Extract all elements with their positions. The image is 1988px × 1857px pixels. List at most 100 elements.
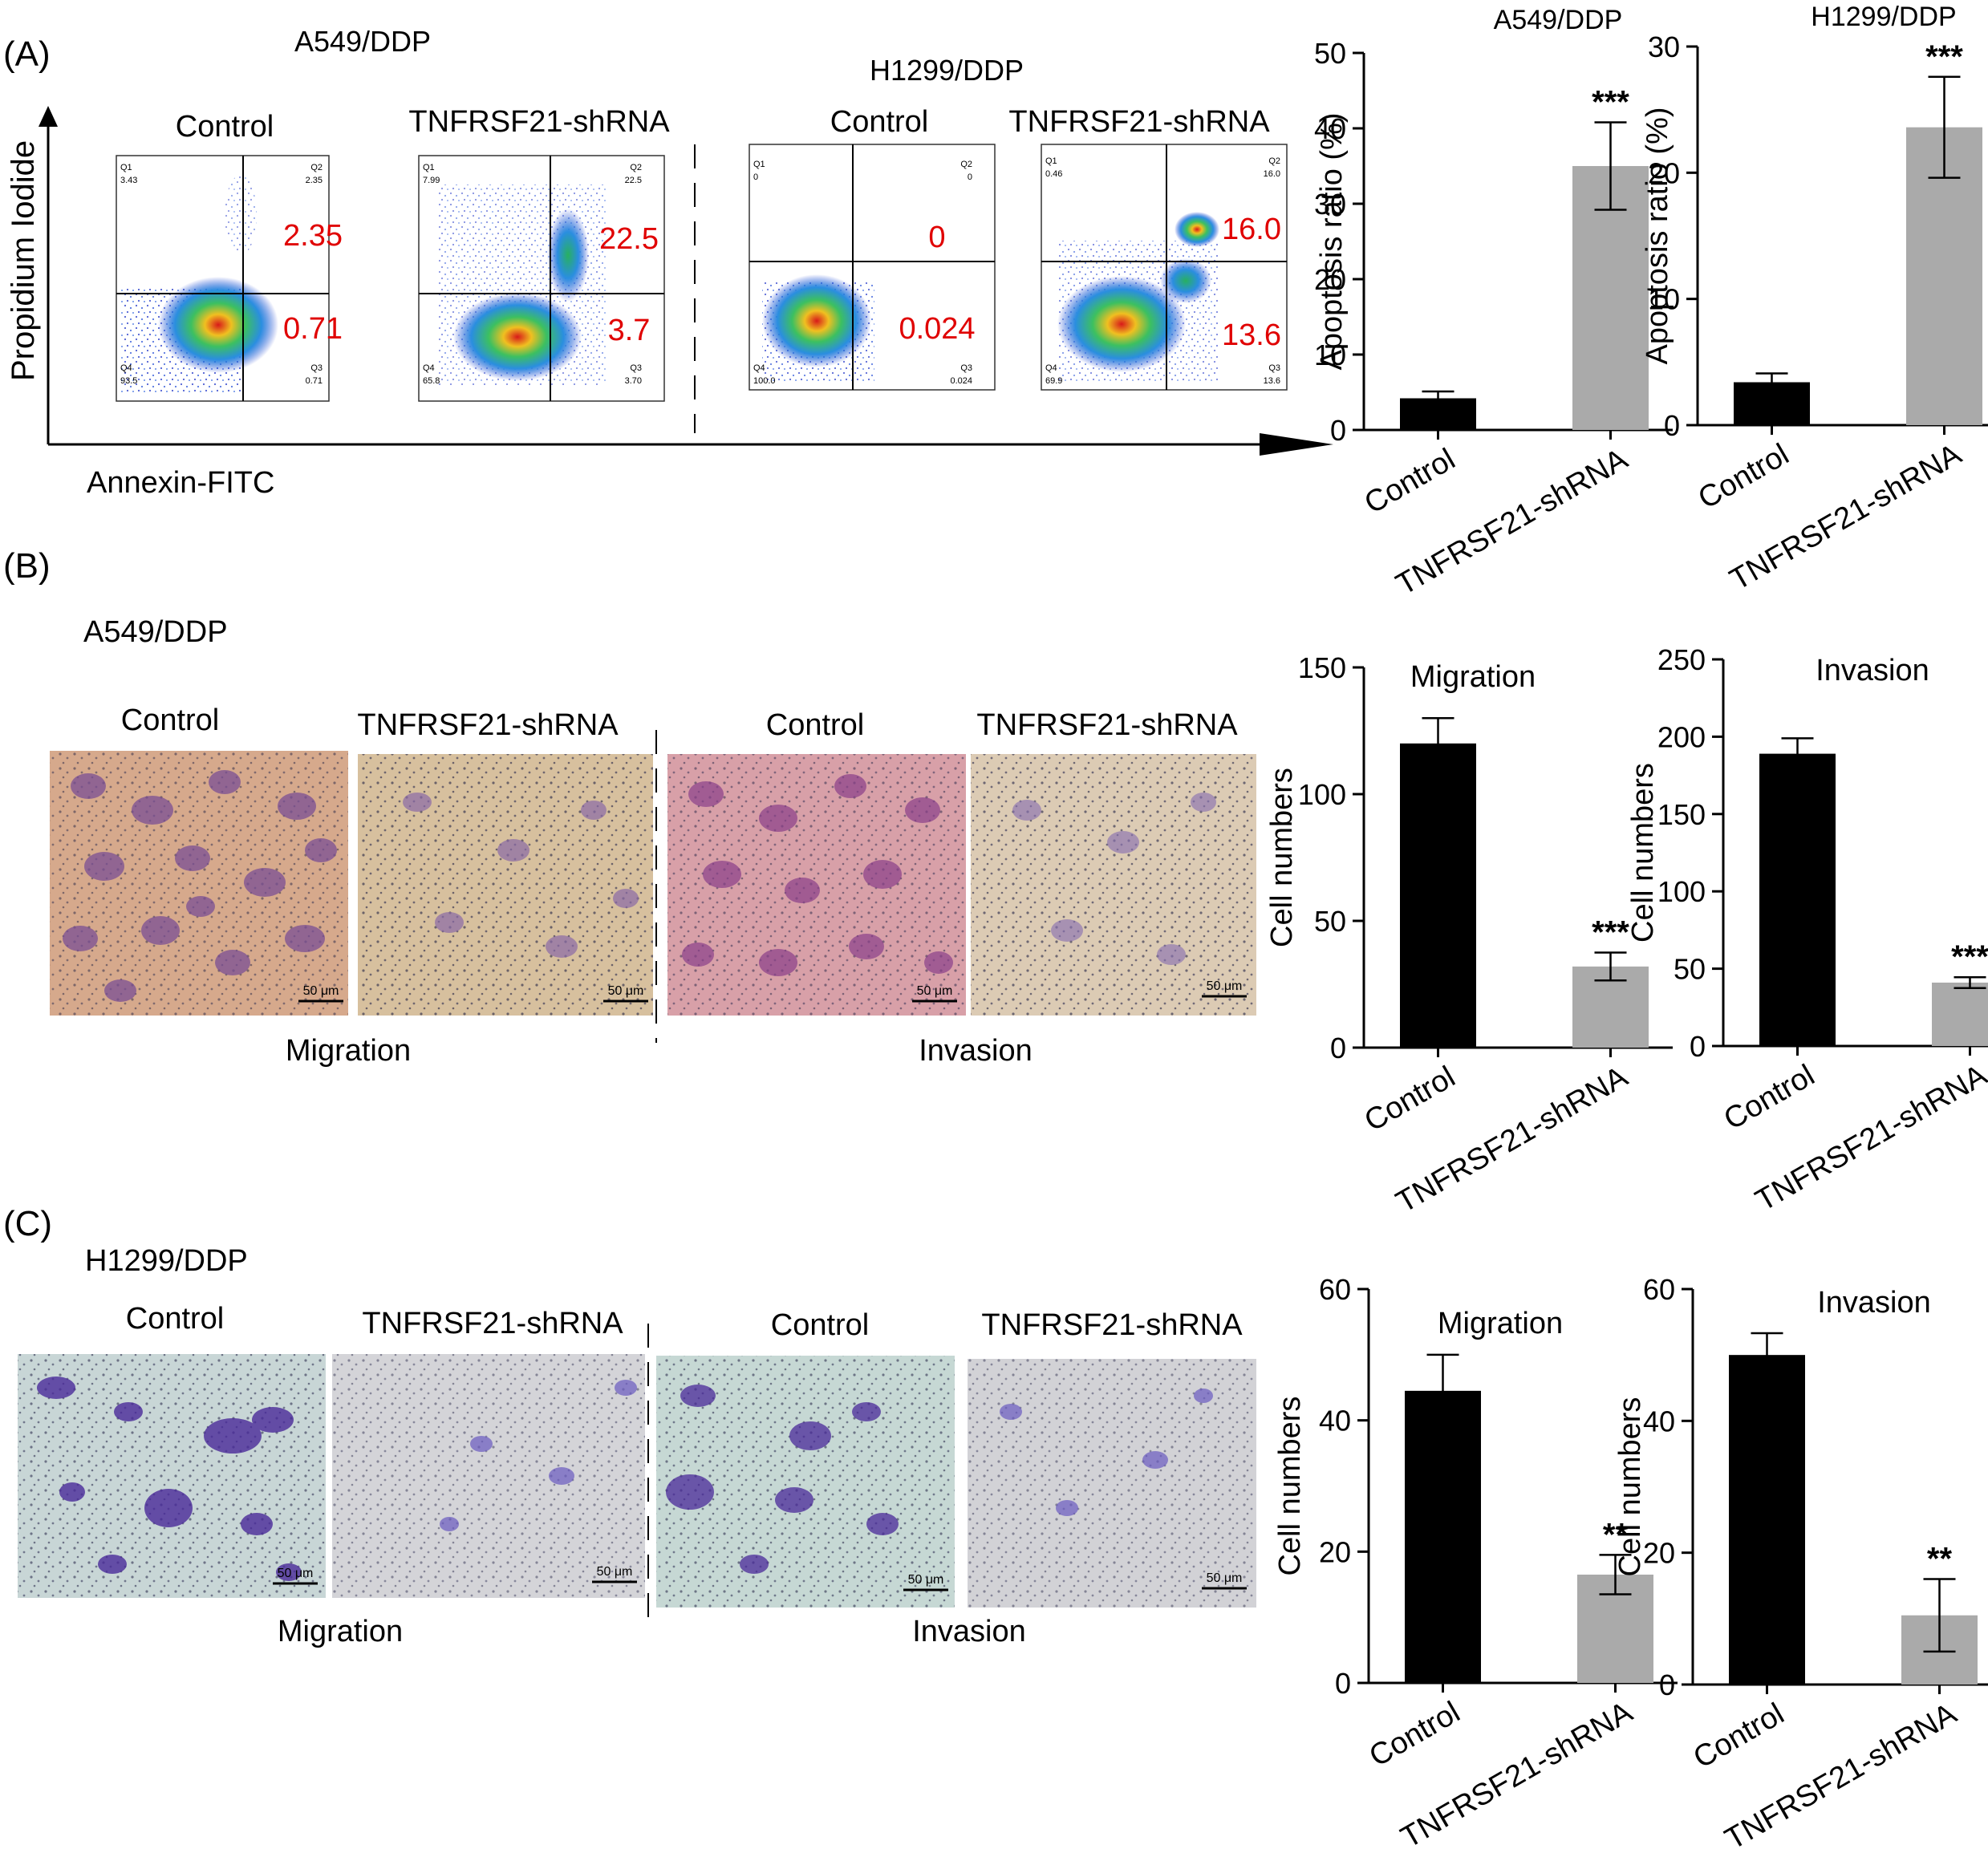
micrograph-b-invasion-control: 50 μm <box>667 754 966 1016</box>
flow-plot-h1299-control: Control Q1 0 Q2 0 Q4 100.0 Q3 0.024 0 0.… <box>749 105 996 391</box>
y-tick-label: 50 <box>1314 905 1346 938</box>
y-axis-label: Cell numbers <box>1273 1397 1307 1576</box>
assay-label-b-invasion: Invasion <box>919 1034 1033 1068</box>
quadrant-value-top: 16.0 <box>1222 213 1281 246</box>
q3-value: 13.6 <box>1264 376 1280 386</box>
bar-chart-b-invasion: 0 50 100 150 200 250 Cell numbers Invasion Contr… <box>1626 643 1988 1218</box>
quadrant-value-bottom: 13.6 <box>1222 318 1281 352</box>
bar-control <box>1405 1390 1481 1683</box>
q2-value: 16.0 <box>1264 169 1280 179</box>
scale-bar-label: 50 μm <box>608 984 644 998</box>
chart-title: H1299/DDP <box>1811 2 1956 32</box>
assay-label-b-migration: Migration <box>286 1034 411 1068</box>
q1-label: Q1 <box>753 160 765 169</box>
micro-label-c-3: Control <box>771 1308 870 1342</box>
scale-bar-label: 50 μm <box>917 984 953 998</box>
scale-bar-label: 50 μm <box>303 984 339 998</box>
flow-group-label: Control <box>176 110 274 144</box>
q3-label: Q3 <box>310 363 323 373</box>
q4-value: 65.8 <box>423 376 440 386</box>
q3-label: Q3 <box>1268 363 1280 373</box>
x-axis-label-annexin: Annexin-FITC <box>87 466 274 500</box>
assay-label-c-invasion: Invasion <box>912 1615 1026 1648</box>
micrograph-c-migration-control: 50 μm <box>18 1354 326 1598</box>
y-axis-label: Apoptosis ratio (%) <box>1641 107 1674 364</box>
flow-group-label: TNFRSF21-shRNA <box>1008 105 1270 139</box>
panel-b-cell-line: A549/DDP <box>83 615 228 649</box>
scale-bar-label: 50 μm <box>908 1573 944 1587</box>
scale-bar-label: 50 μm <box>278 1567 314 1580</box>
micrograph-c-migration-shrna: 50 μm <box>332 1354 645 1598</box>
micrograph-c-invasion-control: 50 μm <box>656 1356 955 1608</box>
scale-bar-label: 50 μm <box>1207 1571 1243 1585</box>
y-tick-label: 250 <box>1657 643 1706 676</box>
significance-mark: *** <box>1951 939 1988 975</box>
y-tick-label: 20 <box>1319 1535 1351 1568</box>
micro-label-c-1: Control <box>126 1302 225 1336</box>
q4-label: Q4 <box>120 363 132 373</box>
y-axis-label: Cell numbers <box>1613 1397 1647 1577</box>
panel-label-c: (C) <box>3 1204 52 1243</box>
micro-label-b-2: TNFRSF21-shRNA <box>357 708 619 742</box>
x-tick-label: Control <box>1359 1060 1461 1138</box>
flow-title-h1299: H1299/DDP <box>870 54 1024 87</box>
q1-value: 3.43 <box>120 176 137 185</box>
q1-label: Q1 <box>1045 156 1057 166</box>
significance-mark: *** <box>1592 84 1629 120</box>
bar-chart-b-migration: 0 50 100 150 Cell numbers Migration Control ***… <box>1265 651 1673 1219</box>
micro-label-b-3: Control <box>766 708 865 742</box>
flow-plot-a549-shrna: TNFRSF21-shRNA Q1 7.99 Q2 22.5 Q4 65.8 Q… <box>408 105 670 402</box>
assay-label-c-migration: Migration <box>278 1615 403 1648</box>
y-tick-label: 40 <box>1319 1405 1351 1437</box>
q2-value: 2.35 <box>306 176 323 185</box>
flow-plot-a549-control: Control Q1 3.43 Q2 2.35 Q4 93.5 Q3 0.71 … <box>116 110 343 402</box>
bar-control <box>1400 743 1476 1048</box>
flow-title-a549: A549/DDP <box>294 25 431 58</box>
q4-label: Q4 <box>423 363 435 373</box>
panel-label-b: (B) <box>3 546 51 586</box>
q2-value: 22.5 <box>625 176 642 185</box>
y-tick-label: 0 <box>1659 1668 1675 1701</box>
bar-shrna <box>1932 982 1988 1046</box>
q4-label: Q4 <box>753 363 765 373</box>
y-tick-label: 60 <box>1319 1273 1351 1306</box>
quadrant-value-bottom: 0.71 <box>283 312 343 346</box>
micrograph-b-migration-shrna: 50 μm <box>358 754 653 1016</box>
x-tick-label: Control <box>1693 437 1795 516</box>
y-axis-label: Cell numbers <box>1265 768 1299 947</box>
y-tick-label: 40 <box>1643 1405 1675 1437</box>
quadrant-value-top: 22.5 <box>599 222 659 256</box>
micrograph-c-invasion-shrna: 50 μm <box>968 1359 1256 1608</box>
quadrant-value-top: 2.35 <box>283 219 343 253</box>
quadrant-value-bottom: 3.7 <box>608 314 651 347</box>
chart-title: Invasion <box>1816 654 1929 687</box>
flow-group-label: Control <box>830 105 929 139</box>
q2-value: 0 <box>968 172 972 182</box>
y-tick-label: 20 <box>1314 263 1346 296</box>
q3-value: 0.024 <box>950 376 972 386</box>
scale-bar-label: 50 μm <box>1207 979 1243 993</box>
micro-label-b-1: Control <box>121 703 220 737</box>
x-tick-label: Control <box>1359 442 1461 521</box>
bar-control <box>1729 1355 1805 1685</box>
q1-label: Q1 <box>423 163 435 172</box>
micrograph-b-migration-control: 50 μm <box>50 751 348 1016</box>
y-tick-label: 20 <box>1643 1537 1675 1570</box>
q4-value: 93.5 <box>120 376 137 386</box>
q2-label: Q2 <box>630 163 642 172</box>
q1-value: 0.46 <box>1045 169 1062 179</box>
chart-title: Invasion <box>1817 1286 1931 1320</box>
micro-label-b-4: TNFRSF21-shRNA <box>976 708 1238 742</box>
q4-value: 100.0 <box>753 376 776 386</box>
q3-value: 3.70 <box>625 376 642 386</box>
y-tick-label: 30 <box>1314 188 1346 221</box>
y-tick-label: 10 <box>1648 283 1680 316</box>
q1-value: 0 <box>753 172 758 182</box>
significance-mark: ** <box>1927 1542 1953 1577</box>
y-tick-label: 100 <box>1657 875 1706 908</box>
y-tick-label: 30 <box>1648 30 1680 63</box>
q3-value: 0.71 <box>306 376 323 386</box>
x-tick-label: Control <box>1688 1697 1790 1775</box>
